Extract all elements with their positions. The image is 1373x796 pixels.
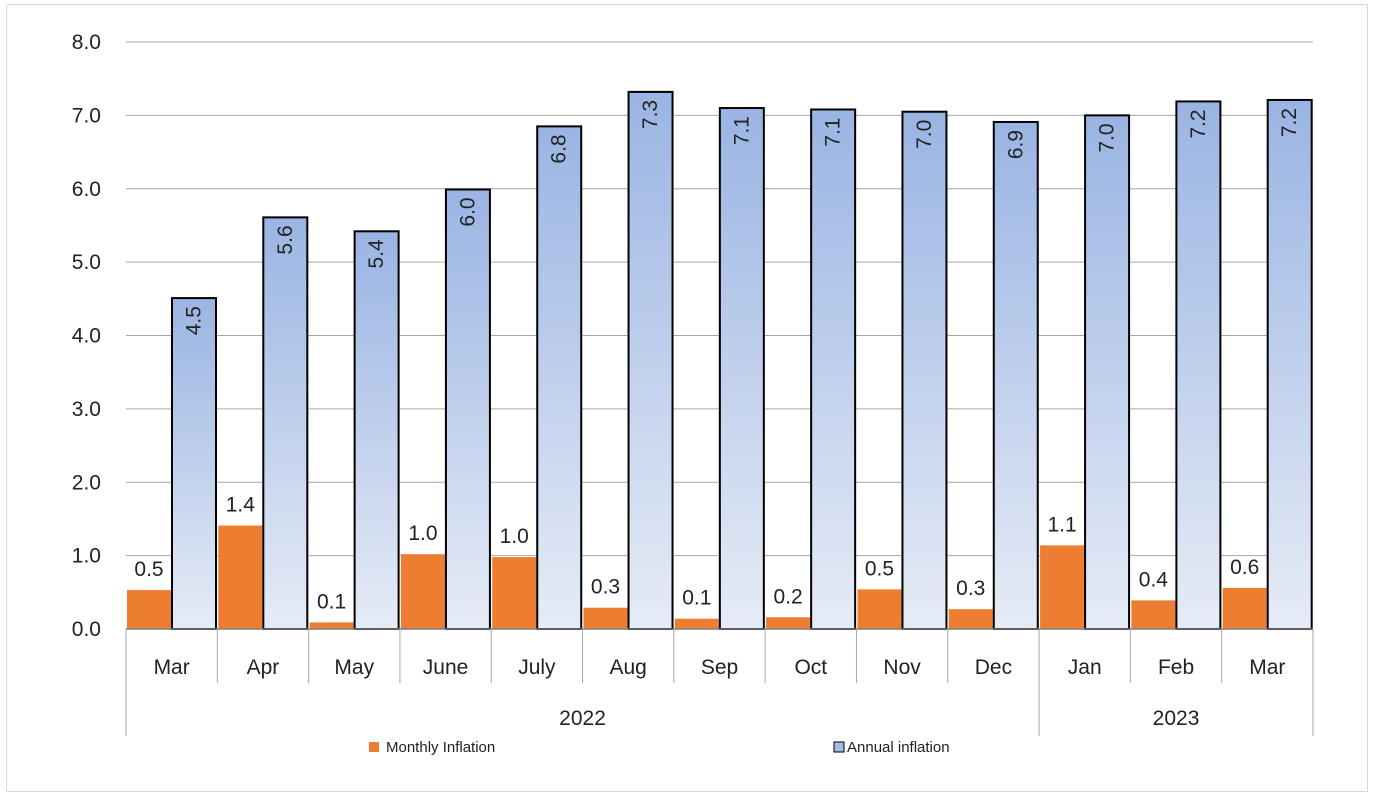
monthly-inflation-bar: [948, 609, 993, 629]
monthly-inflation-bar: [1131, 600, 1176, 629]
annual-inflation-bar: [1266, 98, 1313, 630]
monthly-data-label: 0.2: [774, 585, 803, 608]
monthly-inflation-bar: [218, 525, 263, 629]
x-year-label: 2022: [559, 707, 606, 730]
annual-inflation-bar: [1175, 100, 1222, 630]
annual-data-label: 7.0: [913, 120, 936, 149]
monthly-data-label: 0.3: [591, 576, 620, 599]
legend-label-monthly: Monthly Inflation: [386, 739, 495, 756]
monthly-inflation-bar: [1222, 587, 1267, 629]
annual-inflation-bar: [810, 108, 857, 630]
x-category-label: May: [334, 656, 374, 679]
monthly-inflation-bar: [583, 607, 628, 629]
monthly-inflation-bar: [127, 590, 171, 629]
monthly-data-label: 0.6: [1230, 556, 1259, 579]
x-category-label: Apr: [247, 656, 280, 679]
legend: Monthly Inflation Annual inflation: [369, 739, 950, 756]
annual-inflation-bar: [353, 230, 400, 630]
x-category-label: Oct: [794, 656, 827, 679]
data-labels: 0.5 4.5 1.4 5.6 0.1 5.4 1.0 6.0 1.0 6.8 0.3 7.3 0.1 7…: [134, 100, 1301, 614]
annual-inflation-bar: [901, 110, 948, 631]
monthly-inflation-bar: [857, 589, 902, 629]
x-category-label: Feb: [1158, 656, 1194, 679]
y-tick-label: 8.0: [72, 31, 101, 54]
monthly-data-label: 0.3: [956, 577, 985, 600]
monthly-data-label: 0.1: [317, 590, 346, 613]
x-category-label: Nov: [883, 656, 921, 679]
annual-inflation-bar: [992, 120, 1039, 630]
annual-data-label: 7.1: [822, 118, 845, 147]
annual-data-label: 7.3: [639, 100, 662, 129]
y-tick-label: 4.0: [72, 325, 101, 348]
x-category-label: Dec: [975, 656, 1012, 679]
annual-data-label: 7.2: [1278, 108, 1301, 137]
monthly-data-label: 0.1: [682, 587, 711, 610]
monthly-data-label: 0.4: [1139, 568, 1169, 591]
monthly-data-label: 1.4: [226, 494, 256, 517]
y-tick-label: 7.0: [72, 104, 101, 127]
annual-data-label: 6.9: [1004, 130, 1027, 159]
y-tick-label: 0.0: [72, 618, 101, 641]
annual-data-label: 4.5: [183, 306, 206, 335]
annual-inflation-bar: [536, 125, 583, 630]
x-category-label: Mar: [1249, 656, 1285, 679]
y-tick-label: 1.0: [72, 545, 101, 568]
annual-data-label: 7.0: [1096, 123, 1119, 152]
y-tick-label: 3.0: [72, 398, 101, 421]
annual-data-label: 7.2: [1187, 109, 1210, 138]
legend-swatch-annual: [833, 741, 845, 753]
monthly-inflation-bar: [309, 622, 354, 629]
monthly-data-label: 1.0: [500, 525, 529, 548]
monthly-data-label: 1.1: [1047, 513, 1076, 536]
monthly-data-label: 1.0: [408, 522, 437, 545]
monthly-inflation-bar: [766, 617, 811, 629]
annual-data-label: 5.4: [365, 239, 388, 269]
annual-inflation-bar: [627, 90, 674, 630]
y-tick-label: 5.0: [72, 251, 101, 274]
x-category-label: Sep: [701, 656, 738, 679]
y-tick-label: 6.0: [72, 178, 101, 201]
x-year-label: 2023: [1153, 707, 1200, 730]
monthly-data-label: 0.5: [865, 557, 894, 580]
legend-label-annual: Annual inflation: [847, 739, 950, 756]
annual-data-label: 7.1: [730, 116, 753, 145]
bars: [127, 90, 1313, 631]
annual-inflation-bar: [444, 188, 491, 630]
legend-swatch-monthly: [369, 742, 379, 752]
annual-inflation-bar: [262, 216, 309, 631]
chart-frame: [6, 4, 1368, 792]
annual-data-label: 5.6: [274, 225, 297, 254]
monthly-inflation-bar: [674, 618, 719, 629]
annual-data-label: 6.8: [548, 134, 571, 163]
annual-data-label: 6.0: [456, 197, 479, 226]
monthly-inflation-bar: [400, 554, 445, 629]
axes: 0.0 1.0 2.0 3.0 4.0 5.0 6.0 7.0 8.0 Mar Apr May June…: [72, 31, 1314, 736]
x-category-label: Mar: [154, 656, 190, 679]
monthly-inflation-bar: [492, 557, 537, 629]
annual-inflation-bar: [718, 107, 765, 631]
x-category-label: June: [423, 656, 469, 679]
x-category-label: Jan: [1068, 656, 1102, 679]
x-category-label: July: [518, 656, 556, 679]
monthly-inflation-bar: [1040, 545, 1085, 629]
annual-inflation-bar: [171, 297, 217, 630]
annual-inflation-bar: [1084, 114, 1131, 630]
monthly-data-label: 0.5: [134, 558, 163, 581]
x-category-label: Aug: [610, 656, 647, 679]
y-tick-label: 2.0: [72, 471, 101, 494]
